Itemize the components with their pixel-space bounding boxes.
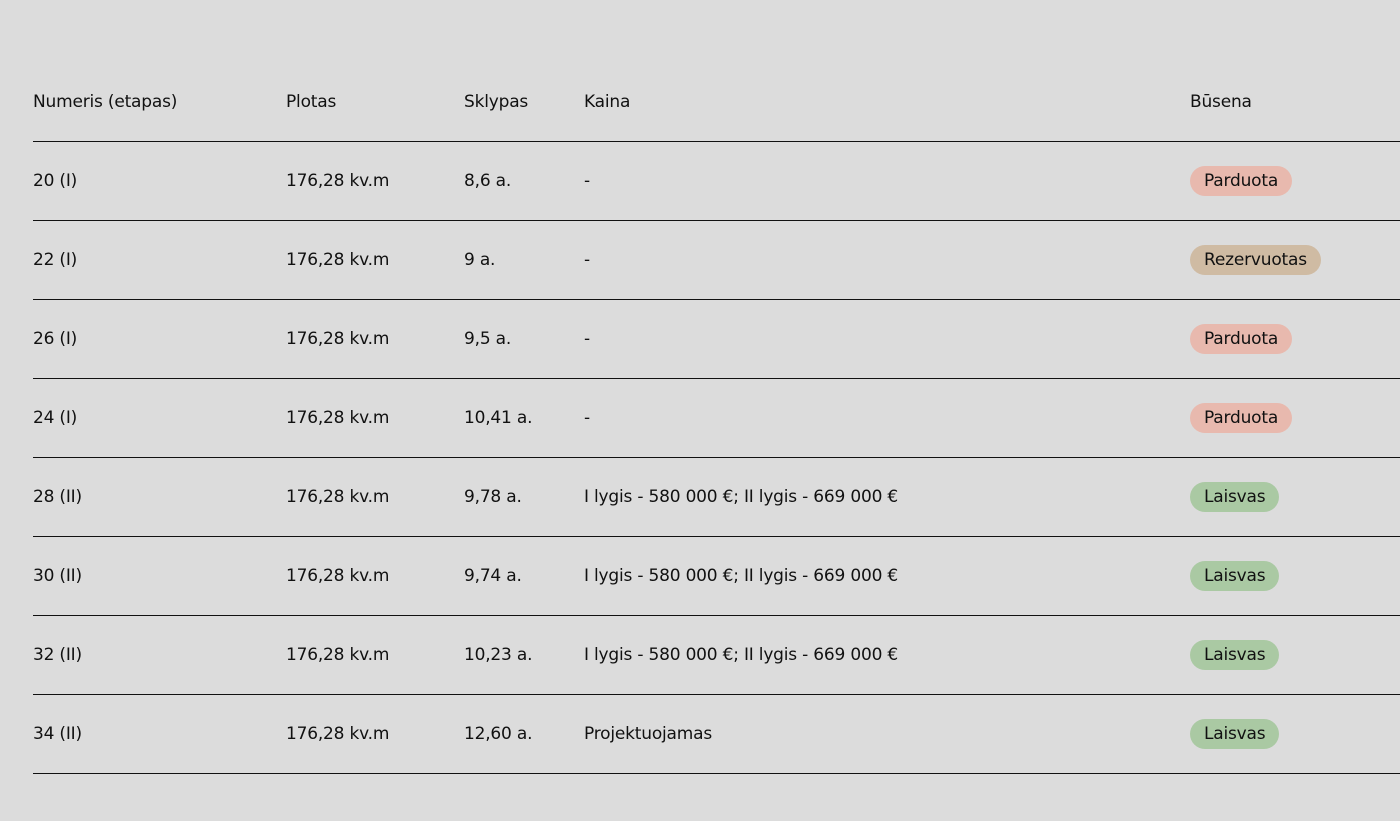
header-sklypas: Sklypas (464, 92, 529, 112)
status-badge: Laisvas (1190, 482, 1280, 512)
table-row: 20 (I) 176,28 kv.m 8,6 a. - Parduota (33, 142, 1400, 221)
busena-cell: Parduota (1190, 403, 1400, 433)
status-badge: Rezervuotas (1190, 245, 1321, 275)
busena-cell: Parduota (1190, 166, 1400, 196)
busena-cell: Laisvas (1190, 719, 1400, 749)
sklypas-cell: 12,60 a. (464, 724, 533, 744)
sklypas-cell: 8,6 a. (464, 171, 512, 191)
numeris-cell: 20 (I) (33, 171, 78, 191)
numeris-cell: 28 (II) (33, 487, 82, 507)
status-badge: Parduota (1190, 403, 1293, 433)
kaina-cell: - (584, 250, 590, 270)
kaina-cell: I lygis - 580 000 €; II lygis - 669 000 … (584, 645, 899, 665)
houses-table: Numeris (etapas) Plotas Sklypas Kaina Bū… (33, 63, 1400, 774)
header-busena: Būsena (1190, 92, 1252, 112)
busena-cell: Parduota (1190, 324, 1400, 354)
plotas-cell: 176,28 kv.m (286, 408, 390, 428)
numeris-cell: 26 (I) (33, 329, 78, 349)
header-kaina: Kaina (584, 92, 631, 112)
sklypas-cell: 10,41 a. (464, 408, 533, 428)
kaina-cell: - (584, 329, 590, 349)
plotas-cell: 176,28 kv.m (286, 171, 390, 191)
header-plotas: Plotas (286, 92, 337, 112)
sklypas-cell: 9,74 a. (464, 566, 522, 586)
plotas-cell: 176,28 kv.m (286, 645, 390, 665)
sklypas-cell: 9,5 a. (464, 329, 512, 349)
table-row: 32 (II) 176,28 kv.m 10,23 a. I lygis - 580 … (33, 616, 1400, 695)
table-row: 26 (I) 176,28 kv.m 9,5 a. - Parduota (33, 300, 1400, 379)
busena-cell: Rezervuotas (1190, 245, 1400, 275)
sklypas-cell: 9 a. (464, 250, 496, 270)
kaina-cell: - (584, 171, 590, 191)
status-badge: Parduota (1190, 324, 1293, 354)
table-header: Numeris (etapas) Plotas Sklypas Kaina Bū… (33, 63, 1400, 142)
status-badge: Laisvas (1190, 719, 1280, 749)
header-numeris: Numeris (etapas) (33, 92, 178, 112)
busena-cell: Laisvas (1190, 482, 1400, 512)
table-row: 22 (I) 176,28 kv.m 9 a. - Rezervuotas (33, 221, 1400, 300)
numeris-cell: 32 (II) (33, 645, 82, 665)
plotas-cell: 176,28 kv.m (286, 724, 390, 744)
numeris-cell: 34 (II) (33, 724, 82, 744)
plotas-cell: 176,28 kv.m (286, 566, 390, 586)
table-row: 28 (II) 176,28 kv.m 9,78 a. I lygis - 580 0… (33, 458, 1400, 537)
table-row: 34 (II) 176,28 kv.m 12,60 a. Projektuojamas… (33, 695, 1400, 774)
busena-cell: Laisvas (1190, 640, 1400, 670)
status-badge: Parduota (1190, 166, 1293, 196)
plotas-cell: 176,28 kv.m (286, 329, 390, 349)
kaina-cell: Projektuojamas (584, 724, 713, 744)
numeris-cell: 30 (II) (33, 566, 82, 586)
kaina-cell: I lygis - 580 000 €; II lygis - 669 000 … (584, 487, 899, 507)
plotas-cell: 176,28 kv.m (286, 250, 390, 270)
sklypas-cell: 10,23 a. (464, 645, 533, 665)
plotas-cell: 176,28 kv.m (286, 487, 390, 507)
busena-cell: Laisvas (1190, 561, 1400, 591)
table-row: 24 (I) 176,28 kv.m 10,41 a. - Parduota (33, 379, 1400, 458)
numeris-cell: 22 (I) (33, 250, 78, 270)
status-badge: Laisvas (1190, 640, 1280, 670)
sklypas-cell: 9,78 a. (464, 487, 522, 507)
numeris-cell: 24 (I) (33, 408, 78, 428)
kaina-cell: I lygis - 580 000 €; II lygis - 669 000 … (584, 566, 899, 586)
kaina-cell: - (584, 408, 590, 428)
table-row: 30 (II) 176,28 kv.m 9,74 a. I lygis - 580 0… (33, 537, 1400, 616)
status-badge: Laisvas (1190, 561, 1280, 591)
